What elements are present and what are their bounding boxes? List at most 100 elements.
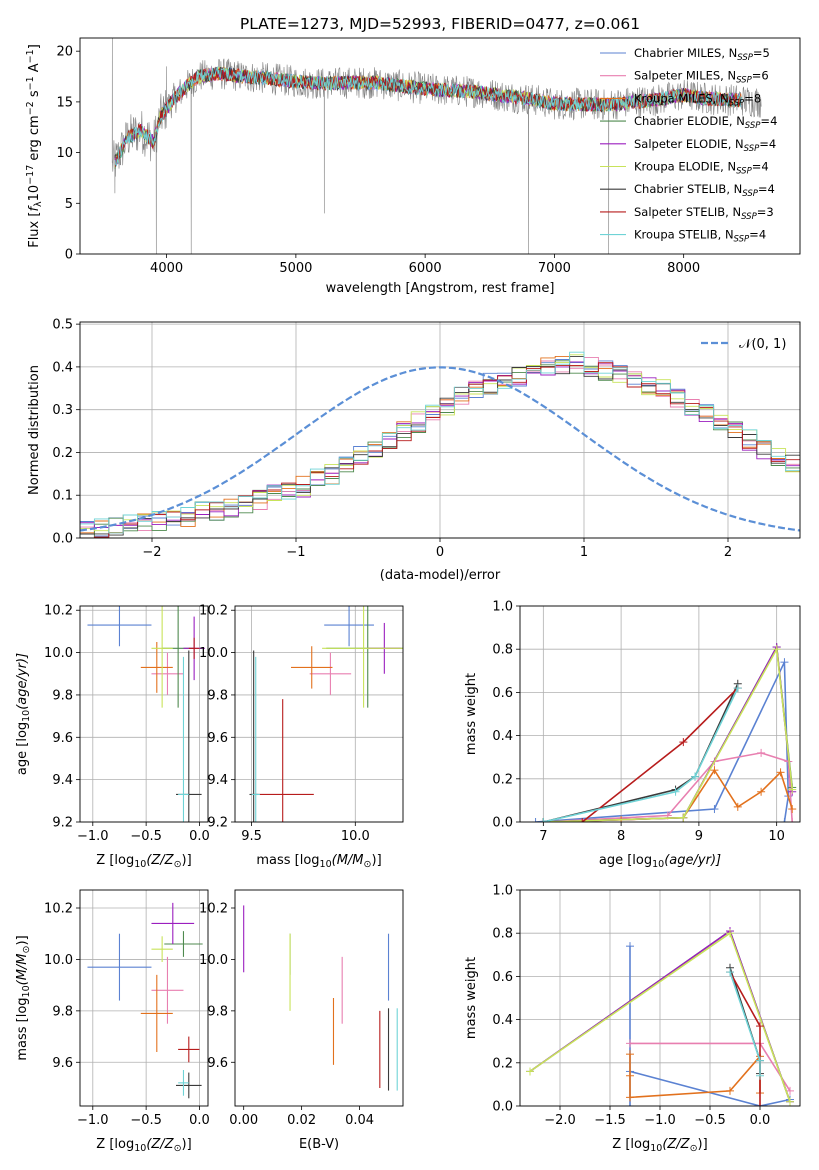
legend-sep: , [718,228,725,242]
y-tick-label: 0.8 [492,643,513,658]
axes-border [234,889,404,1107]
axes-border [234,605,404,823]
x-label-part: mass [log [256,853,319,868]
axes-frame: −2 −1 0 1 2 0.0 0.1 0.2 0.3 0.4 0.5 (data-model)/er… [27,318,801,583]
legend-nssp: 6 [761,69,768,83]
legend-n: N [720,91,729,105]
y-axis-label: age [log10(age/yr)] [15,653,32,775]
y-label-part: −2 [25,101,36,115]
legend-sep: , [728,137,735,151]
x-tick-label: 9 [695,829,703,844]
series-chabrier_stelib [539,679,742,822]
x-tick-label: 7000 [538,261,571,276]
y-axis-label: Flux [fλ10−17 erg cm−2 s−1 A−1] [25,44,44,248]
legend-item-chabrier_stelib: Chabrier STELIB, NSSP=4 [600,182,775,199]
legend-sep: , [720,160,727,174]
x-tick-label: −0.5 [130,829,162,844]
y-label-part: 10 [21,710,32,722]
y-tick-label: 0.2 [52,446,73,461]
y-label-part: A [27,63,42,76]
errorbar-salpeter_stelib [178,1036,200,1063]
x-tick-label: −2.0 [544,1113,576,1128]
x-label-part: 10 [652,859,664,870]
axes-frame: 9.5 10.0 9.2 9.4 9.6 9.8 10.0 10.2 mass [log10(M… [199,604,404,870]
errorbar-salpeter_miles [309,652,352,695]
legend-sub: SSP [729,98,745,108]
figure-title: PLATE=1273, MJD=52993, FIBERID=0477, z=0… [240,15,640,33]
axes-border [519,889,801,1107]
legend-name: Chabrier ELODIE [634,114,729,128]
legend-name: Salpeter STELIB [634,205,725,219]
legend: 𝒩(0, 1) [701,337,786,352]
x-label-part: )] [372,853,382,868]
y-tick-label: 9.2 [207,816,228,831]
legend-item-chabrier_miles: Chabrier MILES, NSSP=5 [600,46,770,63]
legend-item-kroupa_elodie: Kroupa ELODIE, NSSP=4 [600,160,769,177]
legend-name: Kroupa STELIB [634,228,718,242]
legend-sub: SSP [734,235,750,245]
y-tick-label: 0.1 [52,489,73,504]
y-tick-label: 0.4 [492,729,513,744]
legend-eq: = [749,228,759,242]
y-tick-label: 10.0 [199,953,228,968]
x-label-part: ⊙ [690,1143,698,1154]
legend-sep: , [729,114,736,128]
x-tick-label: 0.02 [287,1113,316,1128]
legend-item-salpeter_stelib: Salpeter STELIB, NSSP=3 [600,205,774,222]
series-line [581,687,739,822]
y-tick-label: 10.0 [199,646,228,661]
plot-area [111,38,762,254]
y-label-part: (M/M [15,953,30,985]
x-tick-label: 9.5 [241,829,262,844]
legend-eq: = [753,46,763,60]
errorbar-salpeter_elodie [151,902,195,944]
x-label-part: age [log [599,853,652,868]
model-spectrum-salpeter_stelib [114,66,742,167]
y-label-part: ] [27,44,42,49]
y-tick-label: 10.0 [44,953,73,968]
y-label-part: s [27,90,42,101]
x-axis-label: wavelength [Angstrom, rest frame] [326,281,555,296]
legend-item-kroupa_stelib: Kroupa STELIB, NSSP=4 [600,228,766,245]
age-vs-z-panel: −1.0 −0.5 0.09.29.49.69.810.010.2Z [log10(… [15,604,210,870]
y-tick-label: 10.2 [199,902,228,917]
y-label-part: −17 [25,165,36,185]
y-tick-label: 0.0 [492,816,513,831]
y-axis-label: mass weight [464,957,479,1039]
x-axis-label: Z [log10(Z/Z⊙)] [612,1137,707,1154]
axes-frame: 0.00 0.02 0.04 9.6 9.8 10.0 10.2 E(B-V) [199,889,404,1152]
series-line [543,687,739,822]
y-tick-label: 5 [65,197,73,212]
legend-name: Salpeter ELODIE [634,137,728,151]
y-tick-label: 10.2 [44,604,73,619]
axes-frame: −2.0 −1.5 −1.0 −0.5 0.0 0.0 0.2 0.4 0.6 0.8 1.0 Z [… [464,884,801,1154]
legend-label: Chabrier STELIB, NSSP=4 [634,182,775,199]
plot-area [526,927,794,1106]
legend-label: Kroupa MILES, NSSP=8 [634,91,761,108]
plot-area [243,905,398,1091]
legend-item-chabrier_elodie: Chabrier ELODIE, NSSP=4 [600,114,777,131]
x-label-part: Z [log [96,1137,134,1152]
x-label-part: 10 [134,1143,146,1154]
y-tick-label: 0.4 [492,1013,513,1028]
legend-nssp: 4 [769,137,776,151]
y-label-part: −1 [25,49,36,63]
series-kroupa_elodie [539,645,797,822]
y-tick-label: 10.2 [44,902,73,917]
y-label-part: Flux [ [27,212,42,248]
legend-sep: , [725,205,732,219]
x-tick-label: 10 [768,829,785,844]
x-tick-label: 1 [580,545,588,560]
legend-label: Kroupa ELODIE, NSSP=4 [634,160,769,177]
x-label-part: ⊙ [174,1143,182,1154]
errorbar-kroupa_elodie [151,606,173,708]
y-label-part: 10 [27,185,42,202]
errorbar-kroupa_miles [140,642,173,693]
legend-n: N [736,114,745,128]
mass-vs-ebv-panel: 0.00 0.02 0.04 9.6 9.8 10.0 10.2 E(B-V) [199,889,404,1152]
legend-n: N [729,46,738,60]
y-tick-label: 0.5 [52,318,73,333]
legend-nssp: 4 [768,182,775,196]
legend-n: N [734,182,743,196]
axes-border [79,321,801,539]
